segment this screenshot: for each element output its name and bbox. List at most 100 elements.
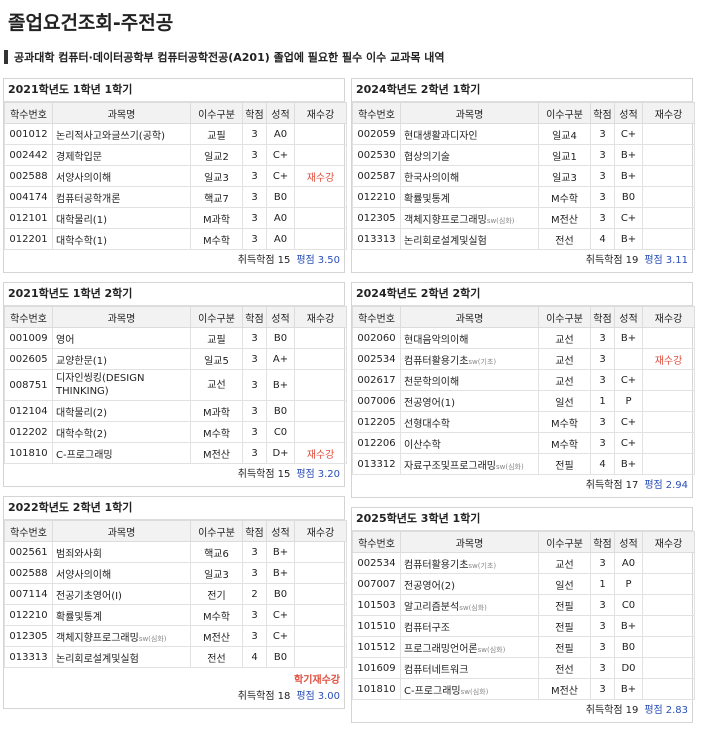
table-row: 012305 객체지향프로그래밍sw(심화) M전산 3 C+ (4, 625, 347, 647)
course-name-cell: 경제학입문 (52, 144, 191, 166)
course-name: 디자인씽킹(DESIGN THINKING) (56, 373, 145, 397)
table-row: 101512 프로그래밍언어론sw(심화) 전필 3 B0 (352, 636, 695, 658)
course-code: 012101 (4, 207, 53, 229)
course-grade: B0 (266, 400, 295, 422)
left-column: 2021학년도 1학년 1학기 학수번호 과목명 이수구분 학점 성적 재수강 001012 논… (3, 78, 347, 718)
course-grade: C+ (266, 165, 295, 187)
table-row: 007006 전공영어(1) 일선 1 P (352, 390, 695, 412)
course-credit: 3 (590, 369, 615, 391)
table-row: 012101 대학물리(1) M과학 3 A0 (4, 207, 347, 229)
course-code: 002617 (352, 369, 401, 391)
course-type: 전필 (538, 615, 591, 637)
credits-value: 15 (277, 469, 291, 480)
page-title: 졸업요건조회-주전공 (8, 12, 174, 34)
course-type: 전필 (538, 636, 591, 658)
course-name: 확률및통계 (56, 611, 102, 623)
table-row: 002060 현대음악의이해 교선 3 B+ (352, 327, 695, 349)
retake-flag (642, 228, 695, 250)
course-name-cell: 디자인씽킹(DESIGN THINKING) (52, 369, 191, 401)
course-type: 전필 (538, 594, 591, 616)
course-code: 002060 (352, 327, 401, 349)
course-type: 일선 (538, 573, 591, 595)
course-credit: 3 (242, 604, 267, 626)
course-name-cell: 대학물리(2) (52, 400, 191, 422)
column-header-grade: 성적 (614, 306, 643, 328)
column-header-code: 학수번호 (4, 102, 53, 124)
course-credit: 3 (242, 186, 267, 208)
course-grade: P (614, 390, 643, 412)
course-type: 핵교7 (190, 186, 243, 208)
course-credit: 3 (590, 165, 615, 187)
course-type: 전선 (190, 646, 243, 668)
column-header-type: 이수구분 (538, 306, 591, 328)
course-tag: sw(기초) (468, 561, 497, 570)
right-column: 2024학년도 2학년 1학기 학수번호 과목명 이수구분 학점 성적 재수강 002059 현… (351, 78, 695, 732)
column-header-grade: 성적 (614, 531, 643, 553)
course-grade: B0 (266, 646, 295, 668)
semester-summary: 취득학점 19 평점 2.83 (352, 700, 692, 722)
course-grade: B0 (266, 583, 295, 605)
table-row: 002617 천문학의이해 교선 3 C+ (352, 369, 695, 391)
credits-value: 18 (277, 691, 291, 702)
course-name-cell: 프로그래밍언어론sw(심화) (400, 636, 539, 658)
course-name-cell: 범죄와사회 (52, 541, 191, 563)
column-header-credit: 학점 (242, 520, 267, 542)
course-credit: 3 (590, 636, 615, 658)
semester-title: 2025학년도 3학년 1학기 (352, 508, 692, 531)
course-credit: 3 (242, 348, 267, 370)
course-code: 002534 (352, 552, 401, 574)
table-row: 012201 대학수학(1) M수학 3 A0 (4, 228, 347, 250)
course-type: 일교3 (190, 562, 243, 584)
course-name: 논리회로설계및실험 (56, 653, 139, 665)
course-name-cell: 선형대수학 (400, 411, 539, 433)
retake-flag (294, 625, 347, 647)
retake-flag (642, 594, 695, 616)
course-grade: B+ (266, 541, 295, 563)
course-name: 객체지향프로그래밍 (56, 632, 139, 644)
semester-title: 2022학년도 2학년 1학기 (4, 497, 344, 520)
subheading: 공과대학 컴퓨터·데이터공학부 컴퓨터공학전공(A201) 졸업에 필요한 필수… (4, 49, 445, 65)
course-credit: 3 (242, 327, 267, 349)
credits-label: 취득학점 (237, 255, 275, 266)
table-row: 008751 디자인씽킹(DESIGN THINKING) 교선 3 B+ (4, 369, 347, 401)
course-grade: B+ (614, 327, 643, 349)
course-credit: 3 (590, 144, 615, 166)
course-name: 서양사의이해 (56, 172, 112, 184)
semester-card: 2021학년도 1학년 1학기 학수번호 과목명 이수구분 학점 성적 재수강 001012 논… (3, 78, 347, 273)
course-name-cell: 전공영어(2) (400, 573, 539, 595)
course-name-cell: 논리회로설계및실험 (400, 228, 539, 250)
course-table: 학수번호 과목명 이수구분 학점 성적 재수강 002059 현대생활과디자인 일교4 3 C+ 00… (352, 102, 695, 250)
course-code: 013313 (4, 646, 53, 668)
semester-card: 2021학년도 1학년 2학기 학수번호 과목명 이수구분 학점 성적 재수강 001009 영… (3, 282, 347, 487)
course-code: 101510 (352, 615, 401, 637)
table-header: 학수번호 과목명 이수구분 학점 성적 재수강 (352, 306, 695, 328)
column-header-type: 이수구분 (190, 520, 243, 542)
course-name-cell: 대학수학(2) (52, 421, 191, 443)
course-name: 알고리즘분석 (404, 601, 460, 613)
gpa-value: 3.20 (317, 469, 340, 480)
course-credit: 3 (590, 594, 615, 616)
course-name: 영어 (56, 334, 75, 346)
course-name-cell: 객체지향프로그래밍sw(심화) (52, 625, 191, 647)
semester-card: 2022학년도 2학년 1학기 학수번호 과목명 이수구분 학점 성적 재수강 002561 범… (3, 496, 347, 709)
table-row: 002534 컴퓨터활용기초sw(기초) 교선 3 A0 (352, 552, 695, 574)
course-code: 012202 (4, 421, 53, 443)
course-name: 교양한문(1) (56, 355, 107, 367)
course-name: 협상의기술 (404, 151, 450, 163)
course-name: 컴퓨터활용기초 (404, 355, 469, 367)
course-type: 일교5 (190, 348, 243, 370)
course-type: 전필 (538, 453, 591, 475)
course-grade: A0 (266, 123, 295, 145)
column-header-credit: 학점 (242, 306, 267, 328)
course-credit: 3 (590, 186, 615, 208)
course-code: 101810 (4, 442, 53, 464)
table-row: 002587 한국사의이해 일교3 3 B+ (352, 165, 695, 187)
retake-flag (642, 453, 695, 475)
course-type: M전산 (538, 207, 591, 229)
course-name-cell: 현대음악의이해 (400, 327, 539, 349)
table-row: 101510 컴퓨터구조 전필 3 B+ (352, 615, 695, 637)
course-grade: B+ (266, 562, 295, 584)
retake-flag (642, 657, 695, 679)
course-code: 007006 (352, 390, 401, 412)
table-row: 007007 전공영어(2) 일선 1 P (352, 573, 695, 595)
